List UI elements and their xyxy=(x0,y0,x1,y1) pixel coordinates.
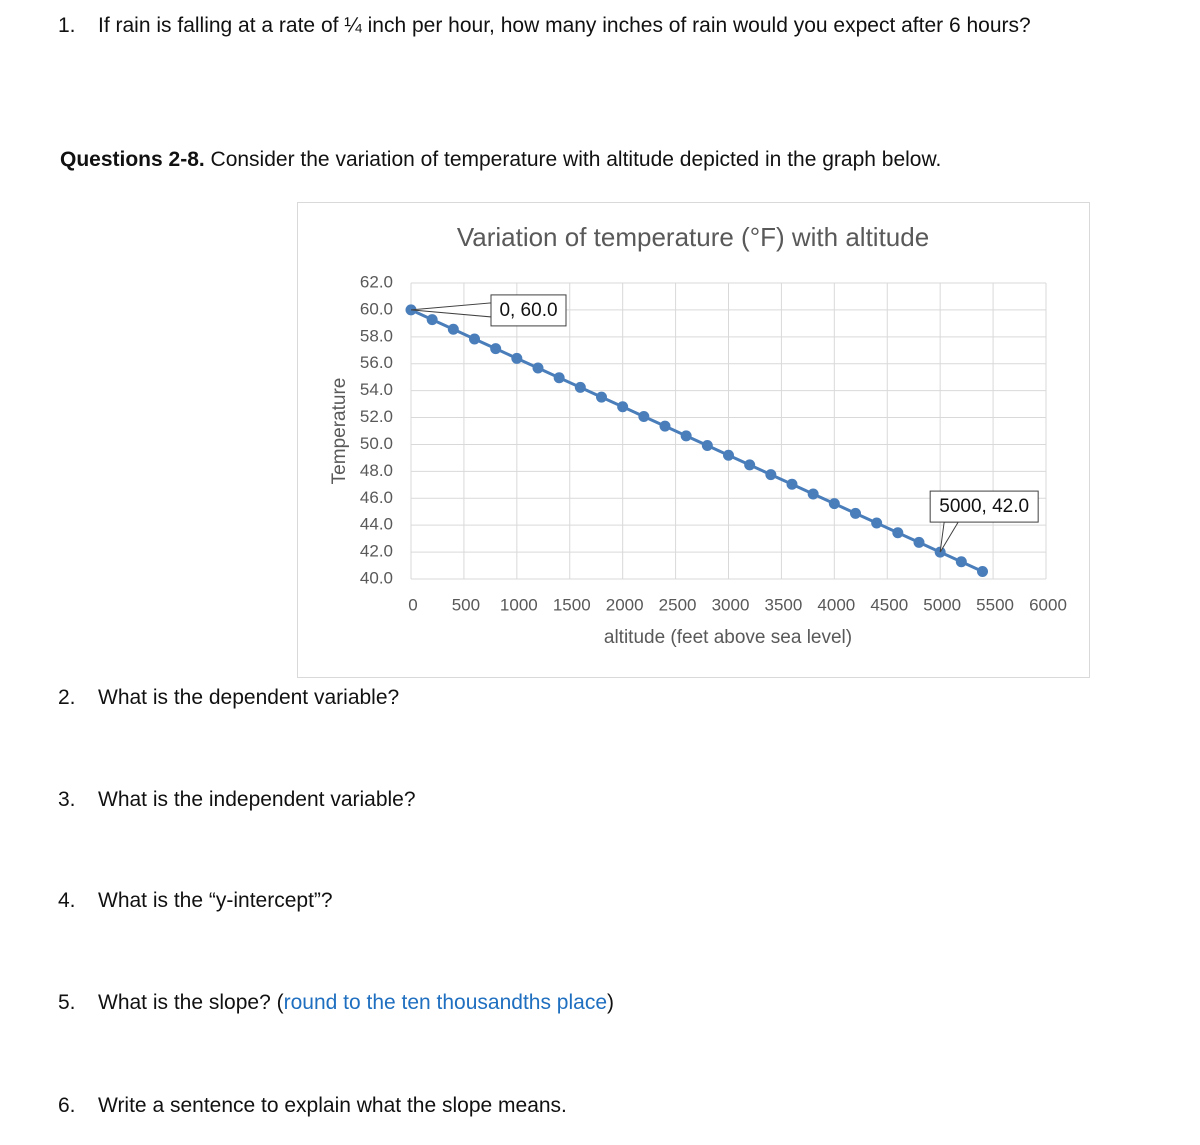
question-text: If rain is falling at a rate of ¼ inch p… xyxy=(98,14,1031,37)
y-tick-label: 60.0 xyxy=(360,299,393,318)
x-tick-label: 2500 xyxy=(659,595,697,614)
x-tick-label: 4500 xyxy=(870,595,908,614)
x-tick-label: 500 xyxy=(452,595,480,614)
x-tick-label: 1000 xyxy=(500,595,538,614)
data-point xyxy=(977,565,988,577)
section-label: Questions 2-8. xyxy=(60,148,205,171)
data-point xyxy=(447,323,459,335)
x-axis-label: altitude (feet above sea level) xyxy=(604,627,852,648)
data-point xyxy=(913,536,925,548)
data-point xyxy=(955,556,967,568)
question-text: What is the independent variable? xyxy=(98,788,416,811)
data-label: 0, 60.0 xyxy=(499,300,557,321)
data-point xyxy=(426,314,438,326)
y-tick-label: 48.0 xyxy=(360,461,393,480)
question-number: 4. xyxy=(58,889,76,912)
data-label: 5000, 42.0 xyxy=(939,496,1029,517)
y-tick-label: 56.0 xyxy=(360,353,393,372)
data-point xyxy=(659,420,671,432)
data-point xyxy=(511,352,523,364)
data-point xyxy=(765,469,777,481)
question-hint: round to the ten thousandths place xyxy=(283,991,608,1014)
callout-box xyxy=(490,294,567,327)
x-tick-label: 1500 xyxy=(553,595,591,614)
data-point xyxy=(807,488,819,500)
x-tick-label: 4000 xyxy=(817,595,855,614)
data-point xyxy=(532,362,544,374)
x-tick-label: 0 xyxy=(408,595,417,614)
question-text: What is the slope? ( xyxy=(98,991,284,1014)
question-text: What is the dependent variable? xyxy=(98,686,400,709)
y-tick-label: 44.0 xyxy=(360,515,393,534)
y-tick-label: 52.0 xyxy=(360,407,393,426)
question-text: Write a sentence to explain what the slo… xyxy=(98,1094,567,1117)
section-text: Consider the variation of temperature wi… xyxy=(204,148,942,171)
question-text: ) xyxy=(607,991,615,1014)
y-tick-label: 46.0 xyxy=(360,488,393,507)
plot: 0, 60.0 5000, 42.0 xyxy=(405,294,1039,577)
y-tick-label: 42.0 xyxy=(360,542,393,561)
data-point xyxy=(892,527,904,539)
data-point xyxy=(638,410,650,422)
y-tick-label: 58.0 xyxy=(360,326,393,345)
x-tick-label: 6000 xyxy=(1029,595,1067,614)
data-point xyxy=(596,391,607,403)
data-point xyxy=(850,507,861,519)
question-number: 1. xyxy=(58,14,76,37)
x-tick-label: 5500 xyxy=(976,595,1014,614)
data-point xyxy=(617,401,629,413)
question-number: 3. xyxy=(58,788,76,811)
data-point xyxy=(744,459,756,471)
question: 3. What is the independent variable? xyxy=(58,788,416,812)
question-number: 5. xyxy=(58,991,76,1014)
data-point xyxy=(701,440,713,452)
callout-box xyxy=(929,490,1039,523)
question: 6. Write a sentence to explain what the s… xyxy=(58,1094,567,1118)
data-point xyxy=(680,430,692,442)
question-number: 6. xyxy=(58,1094,76,1117)
y-tick-label: 62.0 xyxy=(360,272,393,291)
x-tick-label: 3500 xyxy=(765,595,803,614)
data-point xyxy=(553,372,565,384)
question: 4. What is the “y-intercept”? xyxy=(58,889,333,913)
question: 5. What is the slope? (round to the ten t… xyxy=(58,991,614,1015)
question-text: What is the “y-intercept”? xyxy=(98,889,333,912)
data-point xyxy=(828,498,840,510)
y-tick-label: 54.0 xyxy=(360,380,393,399)
data-point xyxy=(469,333,480,345)
data-point xyxy=(723,449,734,461)
data-point xyxy=(574,381,586,393)
data-point xyxy=(786,478,798,490)
data-point xyxy=(871,517,883,529)
question-number: 2. xyxy=(58,686,76,709)
data-line xyxy=(410,308,984,573)
x-tick-label: 3000 xyxy=(712,595,750,614)
y-axis-label: Temperature xyxy=(329,378,350,485)
data-point xyxy=(490,343,502,355)
section-heading: Questions 2-8. Consider the variation of… xyxy=(60,148,941,172)
chart: Variation of temperature (°F) with altit… xyxy=(297,202,1090,678)
question: 2. What is the dependent variable? xyxy=(58,686,399,710)
y-tick-label: 50.0 xyxy=(360,434,393,453)
question: 1. If rain is falling at a rate of ¼ inch… xyxy=(58,14,1031,38)
x-tick-label: 5000 xyxy=(923,595,961,614)
chart-title: Variation of temperature (°F) with altit… xyxy=(457,222,929,252)
y-tick-label: 40.0 xyxy=(360,568,393,587)
x-tick-label: 2000 xyxy=(606,595,644,614)
